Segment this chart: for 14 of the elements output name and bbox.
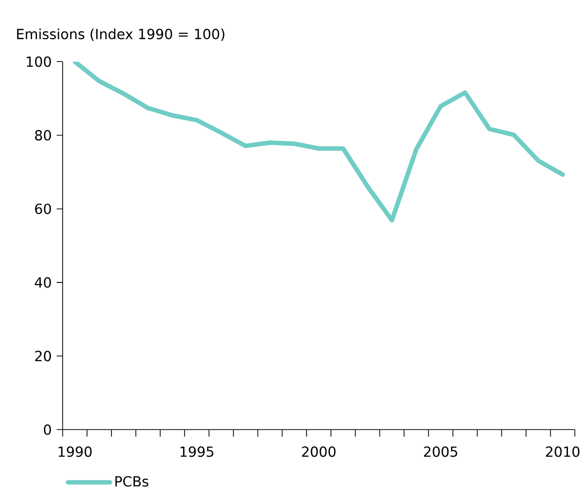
y-axis-title: Emissions (Index 1990 = 100): [17, 28, 224, 41]
y-tick-label: 100: [26, 56, 51, 67]
x-tick-label: 2000: [302, 446, 336, 457]
y-tick-label: 60: [35, 203, 51, 214]
x-tick-label: 2010: [546, 446, 580, 457]
y-tick-label: 0: [44, 424, 51, 435]
x-tick-label: 1995: [180, 446, 214, 457]
line-series: [72, 62, 565, 222]
y-tick-label: 80: [35, 130, 51, 140]
y-tick-label: 20: [35, 350, 51, 362]
x-tick-label: 2005: [424, 446, 458, 457]
x-tick-label: 1990: [58, 446, 92, 457]
y-tick-label: 40: [34, 277, 51, 288]
legend-label: PCBs: [115, 476, 148, 487]
